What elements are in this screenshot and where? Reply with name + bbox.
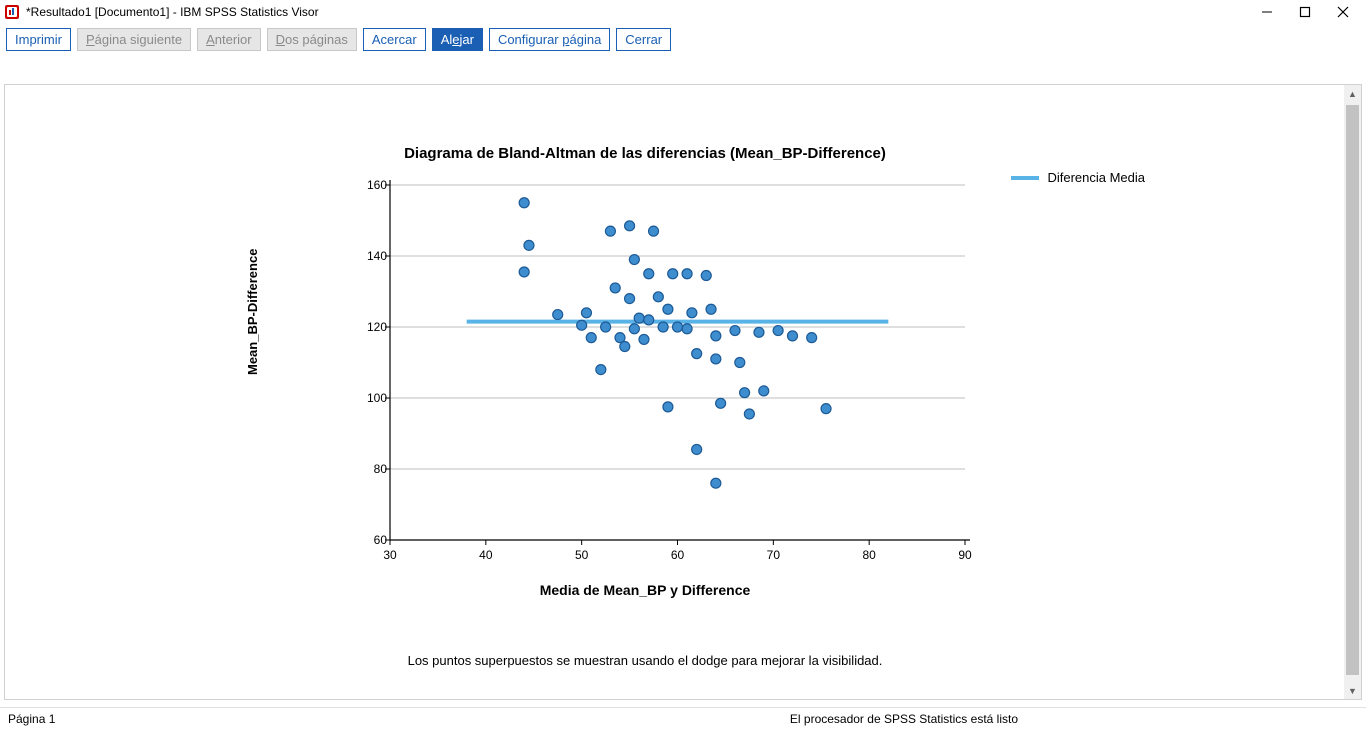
y-tick-label: 60 <box>374 533 387 547</box>
x-tick-label: 30 <box>383 548 396 562</box>
minimize-button[interactable] <box>1260 5 1274 19</box>
scroll-up-arrow[interactable]: ▲ <box>1344 85 1361 102</box>
y-tick-label: 120 <box>367 320 387 334</box>
legend-label: Diferencia Media <box>1047 170 1145 185</box>
zoom-in-button[interactable]: Acercar <box>363 28 426 51</box>
chart-svg <box>295 170 995 570</box>
two-pages-button: Dos páginas <box>267 28 357 51</box>
preview-viewport: Diagrama de Bland-Altman de las diferenc… <box>4 84 1362 700</box>
y-tick-label: 80 <box>374 462 387 476</box>
close-button[interactable] <box>1336 5 1350 19</box>
x-tick-label: 90 <box>958 548 971 562</box>
maximize-button[interactable] <box>1298 5 1312 19</box>
print-button[interactable]: Imprimir <box>6 28 71 51</box>
chart-title: Diagrama de Bland-Altman de las diferenc… <box>205 145 1085 162</box>
x-tick-label: 60 <box>671 548 684 562</box>
close-viewer-button[interactable]: Cerrar <box>616 28 671 51</box>
next-page-button: Página siguiente <box>77 28 191 51</box>
vertical-scrollbar[interactable]: ▲ ▼ <box>1344 85 1361 699</box>
x-tick-label: 80 <box>862 548 875 562</box>
window-title: *Resultado1 [Documento1] - IBM SPSS Stat… <box>26 5 1260 19</box>
chart-legend: Diferencia Media <box>1011 170 1145 185</box>
window-buttons <box>1260 5 1362 19</box>
chart-plot-area: 60 80 100 120 140 160 30 40 50 60 70 80 90 <box>295 170 995 570</box>
window-titlebar: *Resultado1 [Documento1] - IBM SPSS Stat… <box>0 0 1366 24</box>
spss-app-icon <box>4 4 20 20</box>
page-setup-button[interactable]: Configurar página <box>489 28 610 51</box>
x-tick-label: 40 <box>479 548 492 562</box>
status-page: Página 1 <box>8 712 55 726</box>
y-tick-label: 100 <box>367 391 387 405</box>
status-ready: El procesador de SPSS Statistics está li… <box>790 712 1018 726</box>
x-tick-label: 50 <box>575 548 588 562</box>
status-bar: Página 1 El procesador de SPSS Statistic… <box>0 707 1366 729</box>
y-tick-label: 160 <box>367 178 387 192</box>
legend-swatch <box>1011 176 1039 180</box>
prev-page-button: Anterior <box>197 28 261 51</box>
toolbar: Imprimir Página siguiente Anterior Dos p… <box>0 24 1366 56</box>
y-tick-label: 140 <box>367 249 387 263</box>
x-tick-label: 70 <box>767 548 780 562</box>
chart-x-axis-label: Media de Mean_BP y Difference <box>295 582 995 598</box>
zoom-out-button[interactable]: Alejar <box>432 28 483 51</box>
chart-caption: Los puntos superpuestos se muestran usan… <box>205 653 1085 668</box>
scroll-down-arrow[interactable]: ▼ <box>1344 682 1361 699</box>
chart-y-axis-label: Mean_BP-Difference <box>245 249 260 375</box>
scroll-thumb[interactable] <box>1346 105 1359 675</box>
chart-container: Diagrama de Bland-Altman de las diferenc… <box>205 145 1085 668</box>
